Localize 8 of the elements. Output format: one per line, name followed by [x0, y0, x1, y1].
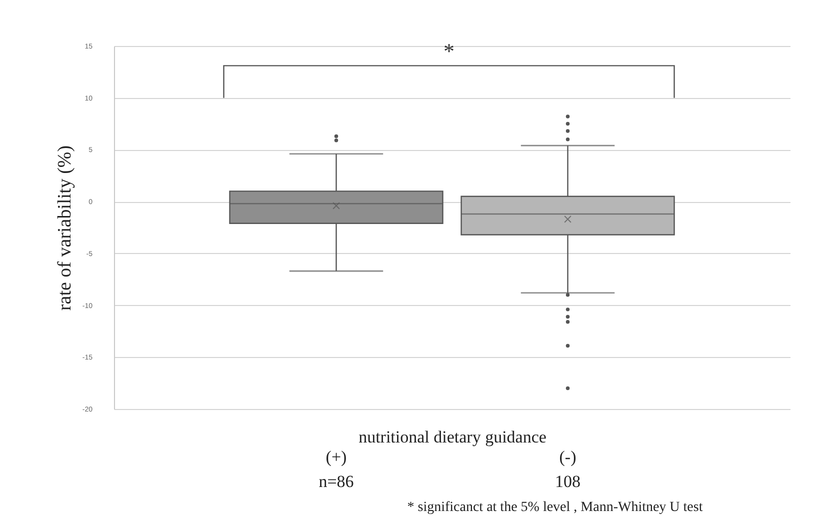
text: * significanct at the 5% level , Mann-Whitney U test — [407, 500, 703, 515]
text: 108 — [555, 472, 581, 491]
x-tick-label: (+) — [326, 448, 347, 466]
text: n=86 — [318, 472, 354, 491]
x-axis-title: nutritional dietary guidance — [358, 428, 546, 446]
y-axis-title: rate of variability (%) — [54, 145, 76, 311]
x-tick-label: (-) — [559, 448, 576, 466]
annotation: * — [444, 38, 454, 64]
